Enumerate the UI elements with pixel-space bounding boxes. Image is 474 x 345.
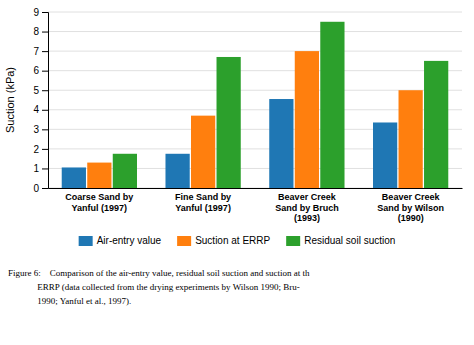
x-tick-label-line: Beaver Creek xyxy=(278,192,337,202)
x-tick-label-line: Yanful (1997) xyxy=(72,203,128,213)
bars xyxy=(62,22,449,188)
bar xyxy=(320,22,344,188)
x-tick-label-line: Sand by Bruch xyxy=(275,203,339,213)
y-axis-title: Suction (kPa) xyxy=(4,67,16,133)
x-tick-label-line: Beaver Creek xyxy=(382,192,441,202)
bar xyxy=(113,154,137,188)
y-tick-label: 1 xyxy=(33,163,39,174)
x-tick: Beaver CreekSand by Wilson(1990) xyxy=(377,192,444,223)
y-axis: 0 1 2 3 4 5 6 7 8 9 xyxy=(33,7,48,194)
bar xyxy=(217,57,241,188)
y-tick-mark xyxy=(42,71,48,72)
x-tick-label-line: (1993) xyxy=(294,213,320,223)
y-tick-label: 4 xyxy=(33,104,39,115)
y-tick-mark xyxy=(42,168,48,169)
y-tick-mark xyxy=(42,51,48,52)
y-tick: 7 xyxy=(33,46,48,57)
legend-item: Suction at ERRP xyxy=(177,235,270,246)
x-tick-label: Fine Sand byYanful (1997) xyxy=(175,192,231,212)
y-tick-mark xyxy=(42,90,48,91)
x-axis-line xyxy=(49,188,463,189)
caption-line: 1990; Yanful et al., 1997). xyxy=(8,296,131,306)
y-tick-mark xyxy=(42,32,48,33)
bar xyxy=(399,90,423,188)
grid-line xyxy=(48,70,462,71)
x-tick: Fine Sand byYanful (1997) xyxy=(175,192,231,212)
bar-series xyxy=(113,22,449,188)
y-tick-mark xyxy=(42,129,48,130)
y-tick: 0 xyxy=(33,183,48,194)
y-tick-mark xyxy=(42,12,48,13)
y-tick-label: 9 xyxy=(33,7,39,18)
y-tick: 5 xyxy=(33,85,48,96)
y-tick: 3 xyxy=(33,124,48,135)
x-tick: Beaver CreekSand by Bruch(1993) xyxy=(275,192,339,223)
y-tick-label: 2 xyxy=(33,144,39,155)
y-tick: 8 xyxy=(33,26,48,37)
y-tick-mark xyxy=(42,110,48,111)
y-tick-label: 7 xyxy=(33,46,39,57)
legend-item: Residual soil suction xyxy=(286,235,395,246)
x-tick-label-line: Fine Sand by xyxy=(175,192,231,202)
chart: 0123456789Coarse Sand byYanful (1997)Fin… xyxy=(0,0,474,345)
x-tick-label: Beaver CreekSand by Wilson(1990) xyxy=(377,192,444,223)
caption: Figure 6: Comparison of the air-entry va… xyxy=(8,268,310,306)
x-tick-label-line: Coarse Sand by xyxy=(65,192,133,202)
x-axis: Coarse Sand byYanful (1997)Fine Sand byY… xyxy=(49,189,463,224)
legend-label: Air-entry value xyxy=(97,235,162,246)
bar-series xyxy=(87,51,423,188)
bar xyxy=(165,154,189,188)
legend-label: Residual soil suction xyxy=(304,235,395,246)
grid xyxy=(48,12,462,188)
bar xyxy=(424,61,448,188)
y-tick-mark xyxy=(42,188,48,189)
caption-line: ERRP (data collected from the drying exp… xyxy=(8,282,300,292)
legend-swatch xyxy=(79,236,93,246)
y-tick: 9 xyxy=(33,7,48,18)
legend-item: Air-entry value xyxy=(79,235,162,246)
legend-swatch xyxy=(286,236,300,246)
bar xyxy=(191,116,215,188)
x-tick-label-line: Yanful (1997) xyxy=(175,203,231,213)
grid-line xyxy=(48,51,462,52)
x-tick: Coarse Sand byYanful (1997) xyxy=(65,192,133,212)
y-tick: 6 xyxy=(33,65,48,76)
x-tick-label: Beaver CreekSand by Bruch(1993) xyxy=(275,192,339,223)
y-tick-mark xyxy=(42,149,48,150)
bar xyxy=(373,122,397,188)
y-tick-label: 6 xyxy=(33,65,39,76)
y-tick: 4 xyxy=(33,104,48,115)
legend: Air-entry value Suction at ERRP Residual s… xyxy=(79,235,396,246)
x-tick-label-line: (1990) xyxy=(398,213,424,223)
y-tick-label: 5 xyxy=(33,85,39,96)
x-tick-label-line: Sand by Wilson xyxy=(377,203,444,213)
y-tick: 2 xyxy=(33,144,48,155)
y-tick-label: 3 xyxy=(33,124,39,135)
y-axis-line xyxy=(42,13,49,189)
bar xyxy=(62,167,86,188)
bar xyxy=(87,163,111,188)
y-tick-label: 0 xyxy=(33,183,39,194)
y-tick-label: 8 xyxy=(33,26,39,37)
legend-swatch xyxy=(177,236,191,246)
bar xyxy=(295,51,319,188)
legend-label: Suction at ERRP xyxy=(195,235,270,246)
y-tick: 1 xyxy=(33,163,48,174)
grid-line xyxy=(48,31,462,32)
x-tick-label: Coarse Sand byYanful (1997) xyxy=(65,192,133,212)
bar xyxy=(269,99,293,188)
caption-line: Figure 6: Comparison of the air-entry va… xyxy=(8,268,310,278)
grid-line xyxy=(48,12,462,13)
